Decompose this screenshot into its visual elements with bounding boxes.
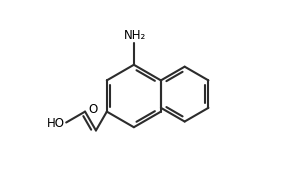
Text: NH₂: NH₂ xyxy=(124,29,146,42)
Text: HO: HO xyxy=(47,117,65,130)
Text: O: O xyxy=(89,103,98,116)
